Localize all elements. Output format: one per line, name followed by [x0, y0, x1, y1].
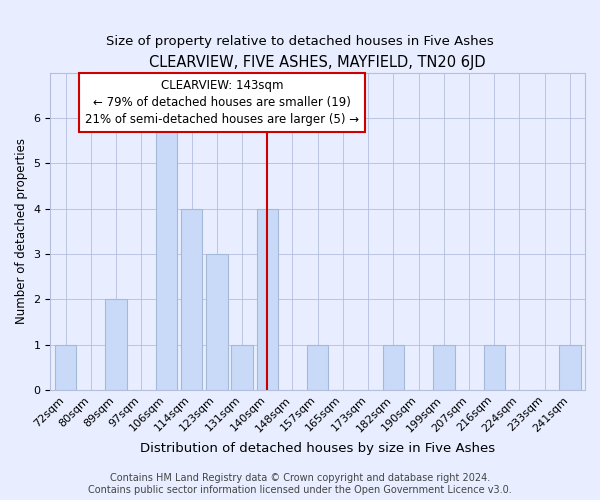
Text: Contains HM Land Registry data © Crown copyright and database right 2024.
Contai: Contains HM Land Registry data © Crown c… — [88, 474, 512, 495]
X-axis label: Distribution of detached houses by size in Five Ashes: Distribution of detached houses by size … — [140, 442, 495, 455]
Bar — [181, 208, 202, 390]
Title: CLEARVIEW, FIVE ASHES, MAYFIELD, TN20 6JD: CLEARVIEW, FIVE ASHES, MAYFIELD, TN20 6J… — [149, 55, 486, 70]
Bar — [105, 299, 127, 390]
Bar — [383, 344, 404, 390]
Bar — [257, 208, 278, 390]
Text: CLEARVIEW: 143sqm
← 79% of detached houses are smaller (19)
21% of semi-detached: CLEARVIEW: 143sqm ← 79% of detached hous… — [85, 80, 359, 126]
Bar — [559, 344, 581, 390]
Bar — [232, 344, 253, 390]
Text: Size of property relative to detached houses in Five Ashes: Size of property relative to detached ho… — [106, 35, 494, 48]
Bar — [307, 344, 328, 390]
Bar — [206, 254, 227, 390]
Bar — [484, 344, 505, 390]
Bar — [55, 344, 76, 390]
Bar — [155, 118, 177, 390]
Y-axis label: Number of detached properties: Number of detached properties — [15, 138, 28, 324]
Bar — [433, 344, 455, 390]
